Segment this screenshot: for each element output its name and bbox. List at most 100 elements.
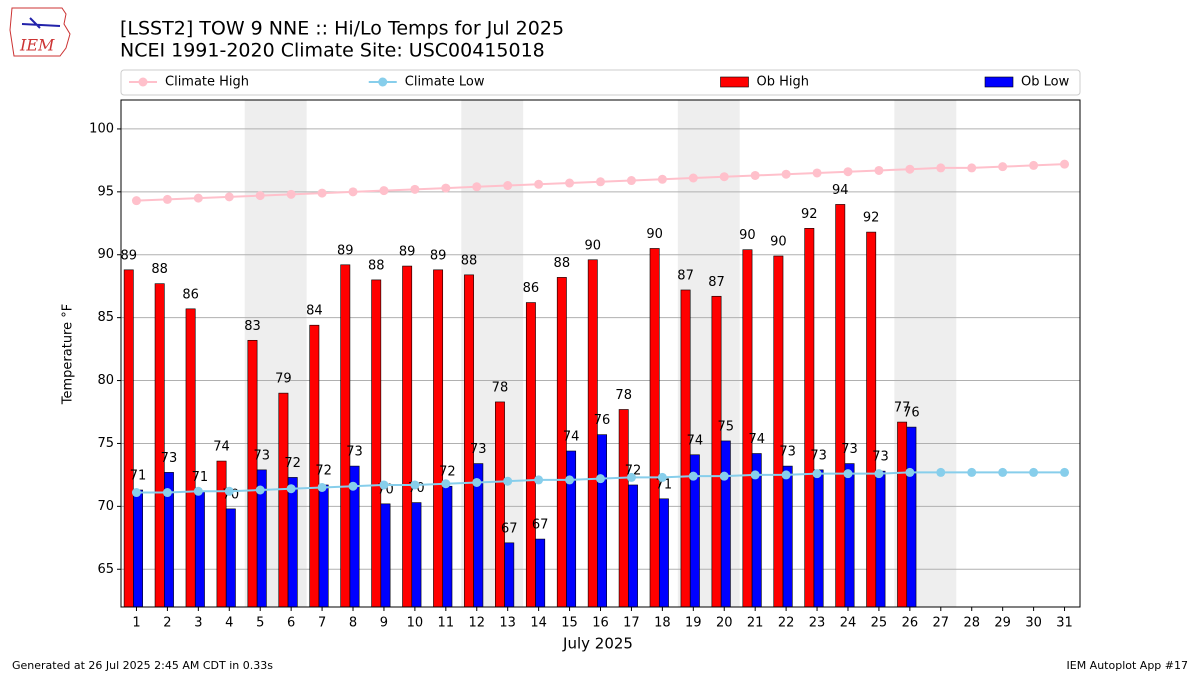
marker (874, 165, 884, 175)
x-tick-label: 1 (132, 616, 140, 631)
value-label: 88 (554, 256, 571, 271)
x-tick-label: 29 (994, 616, 1011, 631)
bar (154, 283, 165, 608)
marker (162, 488, 172, 498)
marker (286, 484, 296, 494)
x-tick-label: 28 (963, 616, 980, 631)
marker (379, 186, 389, 196)
value-label: 88 (368, 258, 385, 273)
legend-label: Ob Low (1021, 75, 1070, 90)
y-tick-label: 70 (97, 499, 114, 514)
marker (441, 479, 451, 489)
value-label: 67 (501, 521, 518, 536)
marker (657, 472, 667, 482)
bar (720, 440, 731, 608)
x-tick-label: 3 (194, 616, 202, 631)
marker (379, 480, 389, 490)
value-label: 72 (315, 463, 332, 478)
bar (402, 265, 413, 608)
value-label: 87 (677, 268, 694, 283)
value-label: 92 (863, 211, 880, 226)
marker (596, 474, 605, 484)
x-tick-label: 7 (318, 616, 326, 631)
value-label: 73 (779, 445, 796, 460)
value-label: 75 (718, 419, 735, 434)
value-label: 78 (615, 388, 632, 403)
value-label: 90 (739, 228, 756, 243)
bar (495, 401, 505, 608)
value-label: 83 (244, 319, 261, 334)
value-label: 87 (708, 275, 725, 290)
value-label: 77 (894, 401, 911, 416)
bar (618, 409, 629, 608)
marker (224, 486, 234, 496)
marker (967, 467, 977, 477)
value-label: 88 (151, 262, 168, 277)
value-label: 89 (337, 243, 354, 258)
value-label: 74 (213, 440, 230, 455)
value-label: 73 (470, 442, 487, 457)
marker (812, 469, 822, 479)
marker (905, 164, 915, 174)
value-label: 84 (306, 304, 323, 319)
marker (596, 177, 605, 187)
x-tick-label: 9 (380, 616, 388, 631)
value-label: 73 (841, 442, 858, 457)
chart-subtitle: NCEI 1991-2020 Climate Site: USC00415018 (120, 40, 545, 62)
x-tick-label: 25 (871, 616, 888, 631)
marker (843, 167, 853, 177)
value-label: 78 (492, 380, 509, 395)
value-label: 88 (461, 253, 478, 268)
marker (348, 481, 358, 491)
bar (897, 421, 908, 608)
x-tick-label: 22 (778, 616, 795, 631)
value-label: 76 (594, 413, 611, 428)
x-tick-label: 23 (809, 616, 826, 631)
marker (905, 467, 915, 477)
marker (1029, 160, 1039, 170)
marker (626, 176, 636, 186)
value-label: 79 (275, 372, 292, 387)
bar (813, 469, 824, 608)
y-tick-label: 85 (97, 310, 114, 325)
bar (287, 477, 298, 608)
x-tick-label: 15 (561, 616, 578, 631)
value-label: 73 (810, 448, 827, 463)
x-axis-label: July 2025 (562, 635, 633, 653)
x-tick-label: 26 (902, 616, 919, 631)
marker (534, 179, 544, 189)
value-label: 73 (872, 450, 889, 465)
marker (410, 184, 420, 194)
marker (131, 488, 141, 498)
value-label: 73 (346, 445, 363, 460)
marker (1029, 467, 1039, 477)
bar (844, 463, 855, 608)
x-tick-label: 16 (592, 616, 609, 631)
logo-icon (21, 17, 61, 29)
marker (719, 471, 729, 481)
marker (503, 181, 513, 191)
bar (587, 259, 598, 608)
legend-swatch (720, 76, 749, 88)
bar (318, 484, 329, 608)
y-axis-label: Temperature °F (61, 304, 76, 405)
marker (657, 174, 667, 184)
x-tick-label: 13 (499, 616, 516, 631)
value-label: 74 (687, 433, 704, 448)
marker (255, 485, 265, 495)
bar (525, 302, 536, 608)
x-tick-label: 6 (287, 616, 295, 631)
marker (998, 162, 1008, 172)
bar (628, 484, 638, 608)
legend-swatch (984, 76, 1014, 88)
x-tick-label: 11 (438, 616, 455, 631)
value-label: 89 (120, 248, 137, 263)
bar (133, 489, 143, 608)
x-tick-label: 5 (256, 616, 264, 631)
x-tick-label: 31 (1056, 616, 1073, 631)
bar (123, 269, 134, 608)
marker (719, 172, 729, 182)
marker (998, 467, 1008, 477)
marker (626, 472, 636, 482)
bar (411, 502, 422, 608)
